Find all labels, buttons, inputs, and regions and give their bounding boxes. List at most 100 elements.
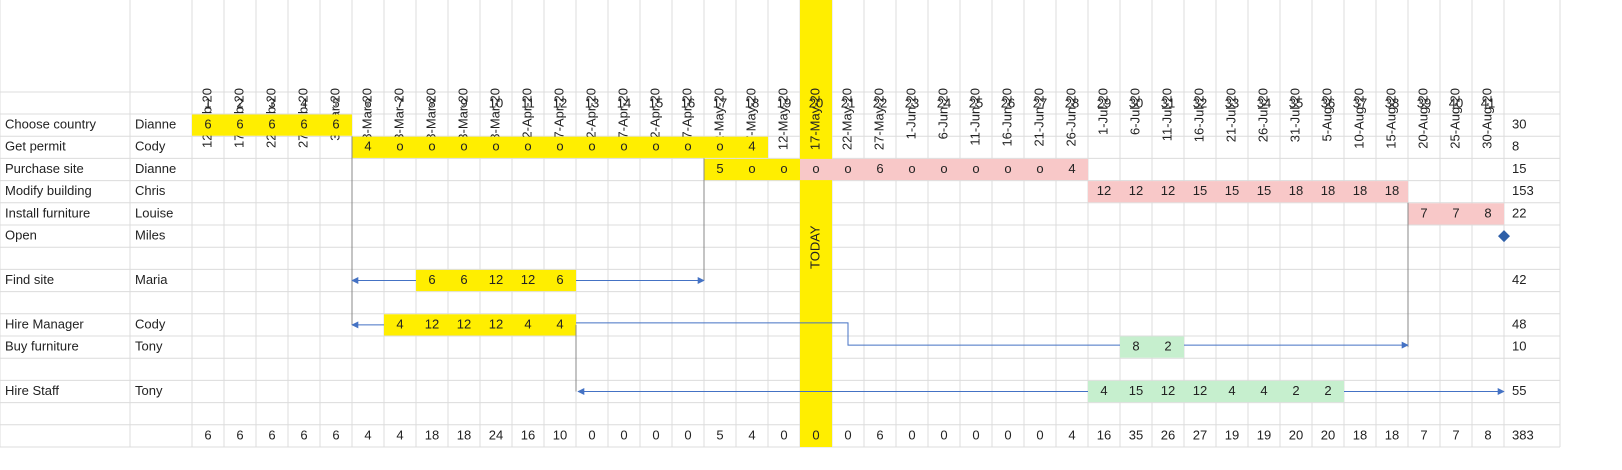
task-cell [224,114,256,136]
period-number: 2 [236,95,243,110]
period-number: 41 [1481,95,1495,110]
task-name: Purchase site [5,161,84,176]
task-cell [384,136,416,158]
task-name: Install furniture [5,205,90,220]
column-total: 6 [236,427,243,442]
period-number: 34 [1257,95,1271,110]
cell-value: 2 [1164,339,1171,354]
period-number: 37 [1353,95,1367,110]
cell-value: 6 [428,272,435,287]
cell-value: 4 [556,316,563,331]
cell-value: 6 [236,117,243,132]
cell-value: 12 [1129,183,1143,198]
period-number: 13 [585,95,599,110]
period-number: 22 [873,95,887,110]
column-total: 7 [1452,427,1459,442]
cell-value: 4 [524,316,531,331]
task-cell [512,314,544,336]
cell-value: o [972,161,979,176]
column-total: 19 [1257,427,1271,442]
period-number: 21 [841,95,855,110]
date-header: 30-Aug-20 [1479,88,1494,149]
date-header: 21-Jul-20 [1223,88,1238,142]
column-total: 24 [489,427,503,442]
column-total: 16 [521,427,535,442]
owner-name: Tony [135,383,163,398]
task-cell [544,136,576,158]
cell-value: 4 [396,316,403,331]
task-cell [512,136,544,158]
row-total: 15 [1512,161,1526,176]
period-number: 23 [905,95,919,110]
cell-value: 4 [1260,383,1267,398]
period-number: 10 [489,95,503,110]
task-cell [1344,181,1376,203]
task-cell [544,314,576,336]
cell-value: 6 [556,272,563,287]
date-header: 7-Apr-20 [551,88,566,139]
cell-value: 8 [1484,205,1491,220]
task-cell [1216,181,1248,203]
period-number: 25 [969,95,983,110]
column-total: 20 [1321,427,1335,442]
date-header: 11-Jul-20 [1159,88,1174,141]
column-total: 0 [812,427,819,442]
task-cell [448,136,480,158]
task-cell [320,114,352,136]
task-cell [544,269,576,292]
task-cell [1184,181,1216,203]
date-header: 15-Aug-20 [1383,88,1398,149]
cell-value: o [1036,161,1043,176]
cell-value: 8 [1132,339,1139,354]
period-number: 3 [268,95,275,110]
cell-value: o [524,139,531,154]
owner-name: Louise [135,205,173,220]
cell-value: 7 [1420,205,1427,220]
date-header: 17-May-20 [807,88,822,150]
owner-name: Maria [135,272,168,287]
date-header: 22-Apr-20 [647,88,662,146]
cell-value: 4 [1228,383,1235,398]
cell-value: 4 [1100,383,1107,398]
task-cell [1056,158,1088,181]
period-number: 8 [428,95,435,110]
date-header: 23-Mar-20 [455,88,470,148]
task-cell [576,136,608,158]
column-total: 0 [940,427,947,442]
owner-name: Cody [135,316,166,331]
task-cell [736,136,768,158]
task-cell [480,314,512,336]
cell-value: o [556,139,563,154]
period-number: 1 [204,95,211,110]
column-total: 6 [876,427,883,442]
task-cell [1184,380,1216,403]
row-total: 10 [1512,339,1526,354]
date-header: 20-Aug-20 [1415,88,1430,149]
task-cell [256,114,288,136]
cell-value: 15 [1129,383,1143,398]
task-cell [192,114,224,136]
task-cell [1120,181,1152,203]
task-cell [1152,181,1184,203]
cell-value: o [428,139,435,154]
task-cell [768,158,800,181]
cell-value: o [748,161,755,176]
period-number: 20 [809,95,823,110]
period-number: 32 [1193,95,1207,110]
task-cell [384,314,416,336]
row-total: 42 [1512,272,1526,287]
cell-value: 2 [1292,383,1299,398]
period-number: 39 [1417,95,1431,110]
cell-value: 12 [425,316,439,331]
date-header: 8-Mar-20 [359,88,374,141]
task-cell [704,158,736,181]
task-cell [704,136,736,158]
date-header: 12-May-20 [775,88,790,150]
period-number: 27 [1033,95,1047,110]
cell-value: 12 [1161,183,1175,198]
task-cell [1248,181,1280,203]
cell-value: o [940,161,947,176]
task-cell [480,136,512,158]
task-cell [1024,158,1056,181]
task-cell [1472,203,1504,225]
